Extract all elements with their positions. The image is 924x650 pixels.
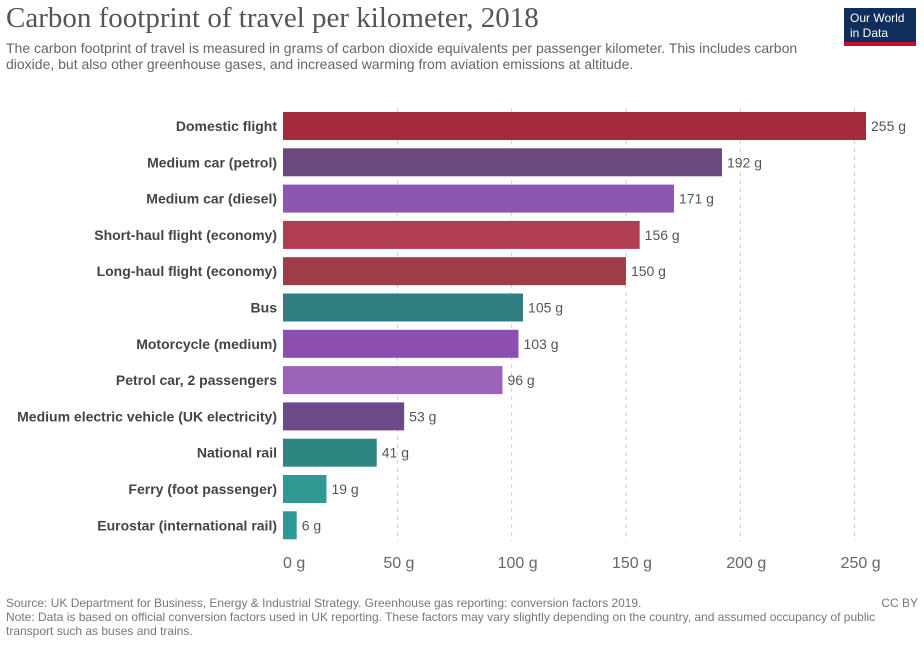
- bar[interactable]: [283, 329, 519, 358]
- x-tick-label: 200 g: [726, 555, 766, 572]
- value-label: 19 g: [331, 481, 358, 497]
- category-label: Bus: [251, 300, 278, 316]
- value-label: 156 g: [645, 227, 680, 243]
- bar[interactable]: [283, 184, 674, 213]
- category-label: Eurostar (international rail): [97, 517, 277, 533]
- value-label: 96 g: [507, 372, 534, 388]
- value-label: 192 g: [727, 154, 762, 170]
- value-label: 171 g: [679, 191, 714, 207]
- x-tick-label: 250 g: [841, 555, 881, 572]
- category-label: Domestic flight: [176, 118, 277, 134]
- license-link[interactable]: CC BY: [881, 596, 918, 610]
- bar[interactable]: [283, 257, 626, 286]
- note-text: Note: Data is based on official conversi…: [6, 610, 876, 638]
- x-tick-label: 0 g: [283, 555, 305, 572]
- x-tick-label: 100 g: [498, 555, 538, 572]
- category-label: Medium car (diesel): [146, 191, 277, 207]
- bar[interactable]: [283, 366, 503, 395]
- value-label: 105 g: [528, 300, 563, 316]
- category-label: Medium car (petrol): [147, 154, 277, 170]
- x-tick-label: 50 g: [383, 555, 414, 572]
- chart-title: Carbon footprint of travel per kilometer…: [6, 2, 539, 34]
- category-label: Long-haul flight (economy): [97, 263, 277, 279]
- value-label: 41 g: [382, 445, 409, 461]
- bar[interactable]: [283, 148, 722, 177]
- bar[interactable]: [283, 438, 377, 467]
- x-tick-label: 150 g: [612, 555, 652, 572]
- category-label: Motorcycle (medium): [136, 336, 277, 352]
- value-label: 255 g: [871, 118, 906, 134]
- category-label: Medium electric vehicle (UK electricity): [17, 408, 277, 424]
- logo-line-1: Our World: [850, 11, 905, 25]
- value-label: 6 g: [302, 517, 321, 533]
- source-text: Source: UK Department for Business, Ener…: [6, 596, 642, 610]
- chart-footer: Source: UK Department for Business, Ener…: [6, 596, 918, 638]
- category-label: Petrol car, 2 passengers: [116, 372, 277, 388]
- bar[interactable]: [283, 511, 297, 540]
- logo-line-2: in Data: [850, 26, 889, 40]
- bar[interactable]: [283, 112, 866, 140]
- category-label: Short-haul flight (economy): [94, 227, 277, 243]
- value-label: 150 g: [631, 263, 666, 279]
- our-world-in-data-logo[interactable]: Our World in Data: [844, 8, 916, 46]
- value-label: 53 g: [409, 408, 436, 424]
- value-label: 103 g: [523, 336, 558, 352]
- bar[interactable]: [283, 220, 640, 249]
- category-label: Ferry (foot passenger): [128, 481, 277, 497]
- category-label: National rail: [197, 445, 277, 461]
- chart-subtitle: The carbon footprint of travel is measur…: [6, 40, 798, 72]
- bar[interactable]: [283, 293, 524, 322]
- bar[interactable]: [283, 475, 327, 503]
- bar[interactable]: [283, 402, 405, 431]
- bar-chart: 0 g 50 g 100 g 150 g 200 g 250 g Domestic flig…: [17, 108, 906, 572]
